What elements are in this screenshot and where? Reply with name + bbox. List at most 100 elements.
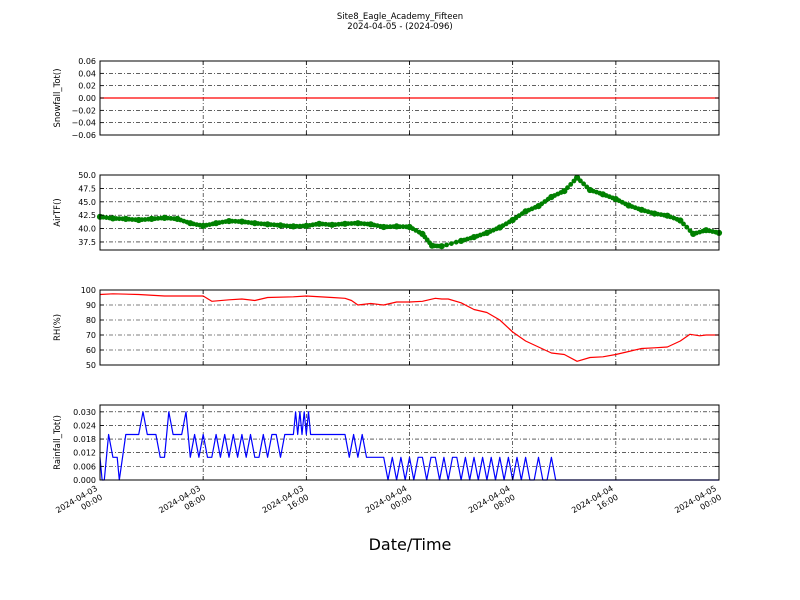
snowfall-y-tick-label: −0.06 bbox=[71, 131, 96, 140]
rainfall-y-tick-label: 0.006 bbox=[73, 462, 96, 471]
rainfall-y-tick-label: 0.000 bbox=[73, 476, 96, 485]
air-temp-series-point bbox=[507, 219, 512, 225]
air-temp-y-axis-label: AirTF() bbox=[53, 198, 63, 226]
rh-y-tick-label: 50 bbox=[86, 361, 96, 370]
air-temp-series-point bbox=[313, 221, 319, 227]
snowfall-y-tick-label: −0.04 bbox=[71, 119, 96, 128]
air-temp-series-point bbox=[146, 216, 151, 222]
air-temp-series-point bbox=[687, 228, 693, 234]
rh-y-tick-label: 100 bbox=[81, 286, 96, 295]
panel-rh: 100 90 80 70 60 50 RH(%) bbox=[53, 286, 720, 370]
air-temp-series-point bbox=[648, 210, 654, 216]
air-temp-series-point bbox=[378, 223, 383, 229]
snowfall-y-tick-label: −0.02 bbox=[71, 106, 96, 115]
rainfall-y-tick-label: 0.012 bbox=[73, 449, 96, 458]
snowfall-y-tick-label: 0.02 bbox=[78, 82, 96, 91]
air-temp-series-point bbox=[545, 196, 551, 202]
snowfall-y-tick-label: 0.06 bbox=[78, 57, 96, 66]
x-axis-label: Date/Time bbox=[369, 535, 452, 554]
air-temp-series-point bbox=[558, 190, 564, 195]
air-temp-series-point bbox=[171, 216, 177, 222]
air-temp-series-point bbox=[674, 216, 680, 222]
air-temp-series-point bbox=[597, 190, 603, 196]
air-temp-series-point bbox=[581, 181, 586, 187]
air-temp-series-point bbox=[444, 242, 449, 248]
air-temp-series-point bbox=[427, 240, 432, 246]
x-tick-labels: 2024-04-0300:00 2024-04-0308:00 2024-04-03… bbox=[54, 484, 723, 524]
rh-series-line bbox=[99, 293, 719, 362]
snowfall-y-tick-label: 0.04 bbox=[78, 69, 96, 78]
air-temp-series-point bbox=[158, 215, 164, 221]
air-temp-series-point bbox=[436, 243, 442, 249]
chart-title: Site8_Eagle_Academy_Fifteen bbox=[337, 12, 463, 22]
air-temp-series-point bbox=[565, 185, 570, 191]
x-tick-label: 2024-04-0500:00 bbox=[673, 484, 723, 524]
rh-y-axis-label: RH(%) bbox=[53, 314, 63, 341]
air-temp-series-point bbox=[700, 228, 706, 234]
air-temp-series-point bbox=[519, 211, 525, 217]
air-temp-series-point bbox=[287, 223, 293, 229]
air-temp-series-point bbox=[494, 226, 499, 232]
air-temp-y-tick-label: 50.0 bbox=[78, 171, 96, 180]
air-temp-series-point bbox=[197, 222, 203, 228]
air-temp-series-point bbox=[274, 222, 280, 228]
air-temp-series-point bbox=[403, 224, 409, 230]
panel-snowfall: 0.06 0.04 0.02 0.00 −0.02 −0.04 −0.06 Snowfall_… bbox=[53, 57, 720, 140]
air-temp-series-point bbox=[661, 212, 667, 218]
air-temp-series-point bbox=[684, 224, 690, 230]
air-temp-series-point bbox=[391, 224, 396, 230]
air-temp-series-point bbox=[339, 221, 345, 227]
x-tick-label: 2024-04-0416:00 bbox=[570, 484, 620, 524]
rainfall-y-tick-label: 0.024 bbox=[73, 421, 96, 430]
panels-group: 0.06 0.04 0.02 0.00 −0.02 −0.04 −0.06 Snowfall_… bbox=[53, 57, 723, 485]
air-temp-series-point bbox=[568, 182, 574, 187]
air-temp-series-point bbox=[120, 216, 125, 222]
air-temp-series-point bbox=[210, 221, 216, 227]
air-temp-series-point bbox=[416, 229, 422, 235]
air-temp-series-point bbox=[623, 201, 628, 207]
air-temp-series-point bbox=[262, 221, 267, 227]
rh-y-tick-label: 60 bbox=[86, 346, 96, 355]
air-temp-series-point bbox=[584, 184, 590, 190]
snowfall-y-axis-label: Snowfall_Tot() bbox=[53, 68, 63, 127]
air-temp-series-point bbox=[449, 241, 454, 247]
air-temp-y-tick-label: 45.0 bbox=[78, 198, 96, 207]
rainfall-y-tick-label: 0.018 bbox=[73, 435, 96, 444]
x-tick-label: 2024-04-0308:00 bbox=[157, 484, 207, 524]
air-temp-series-point bbox=[713, 229, 719, 235]
air-temp-series-point bbox=[133, 217, 138, 223]
air-temp-series-point bbox=[453, 239, 459, 245]
air-temp-y-tick-label: 40.0 bbox=[78, 225, 96, 234]
air-temp-series-point bbox=[184, 219, 190, 225]
air-temp-series-point bbox=[681, 221, 686, 227]
rainfall-y-tick-label: 0.030 bbox=[73, 408, 96, 417]
rh-y-tick-label: 80 bbox=[86, 316, 96, 325]
chart-subtitle: 2024-04-05 - (2024-096) bbox=[347, 22, 452, 32]
x-tick-label: 2024-04-0300:00 bbox=[54, 484, 104, 524]
rainfall-series-line bbox=[99, 411, 719, 481]
rainfall-y-axis-label: Rainfall_Tot() bbox=[53, 415, 63, 470]
air-temp-series-point bbox=[532, 205, 538, 210]
x-tick-label: 2024-04-0316:00 bbox=[261, 484, 311, 524]
rh-y-tick-label: 90 bbox=[86, 301, 96, 310]
air-temp-series-point bbox=[468, 235, 474, 241]
rh-y-tick-label: 70 bbox=[86, 331, 96, 340]
snowfall-y-tick-label: 0.00 bbox=[78, 94, 96, 103]
air-temp-series-point bbox=[300, 223, 306, 229]
air-temp-series-point bbox=[223, 219, 229, 225]
air-temp-series-point bbox=[107, 215, 113, 221]
air-temp-series-point bbox=[326, 222, 332, 228]
air-temp-series-point bbox=[481, 231, 487, 237]
air-temp-series-point bbox=[352, 220, 358, 226]
air-temp-series-point bbox=[236, 219, 242, 224]
x-tick-label: 2024-04-0400:00 bbox=[364, 484, 414, 524]
x-tick-label: 2024-04-0408:00 bbox=[467, 484, 517, 524]
air-temp-series-point bbox=[636, 206, 641, 212]
air-temp-series-point bbox=[571, 178, 577, 184]
air-temp-series-point bbox=[365, 221, 370, 227]
panel-air-temp: 50.0 47.5 45.0 42.5 40.0 37.5 AirTF() bbox=[53, 171, 723, 251]
air-temp-series-point bbox=[249, 220, 254, 226]
air-temp-y-tick-label: 47.5 bbox=[78, 184, 96, 193]
air-temp-series-point bbox=[578, 178, 583, 184]
